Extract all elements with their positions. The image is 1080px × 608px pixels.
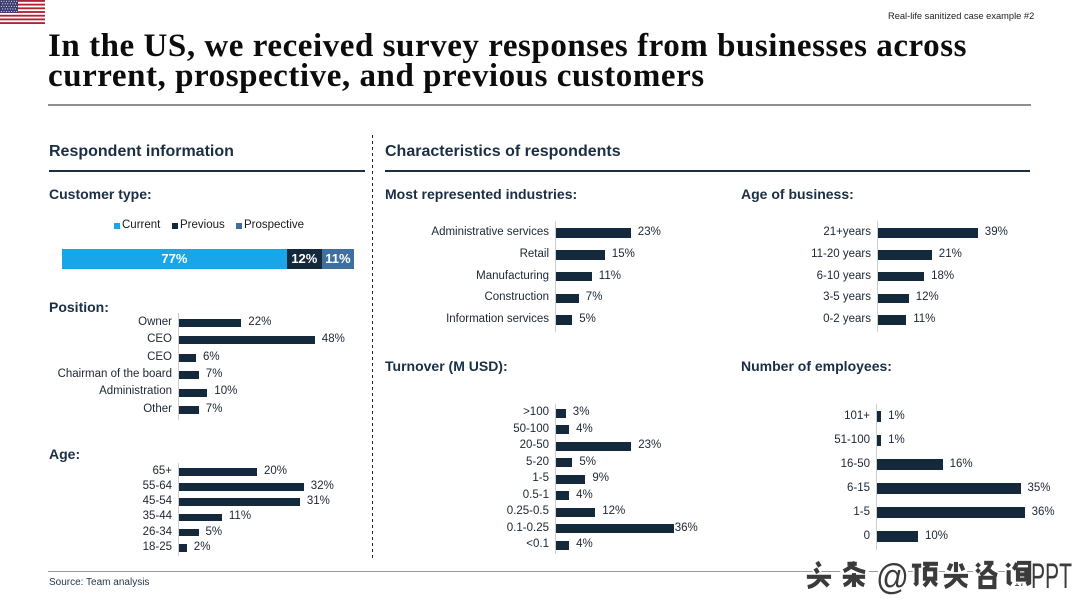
svg-text:@: @ <box>876 556 909 597</box>
svg-text:PPT: PPT <box>1031 557 1072 596</box>
